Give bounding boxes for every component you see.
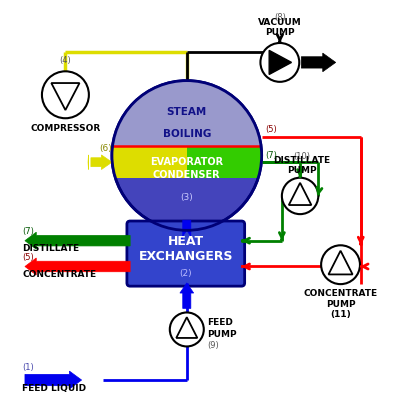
FancyBboxPatch shape [127,222,244,286]
Text: COMPRESSOR: COMPRESSOR [30,124,100,133]
Text: HEAT
EXCHANGERS: HEAT EXCHANGERS [138,234,232,262]
Text: (10): (10) [293,151,310,160]
Text: (8): (8) [273,13,285,22]
Text: STEAM: STEAM [166,106,207,116]
Circle shape [281,178,317,215]
Text: (7): (7) [265,151,277,160]
Polygon shape [91,156,112,170]
Bar [112,81,261,147]
Text: (7): (7) [22,227,34,236]
Text: CONCENTRATE: CONCENTRATE [22,269,96,278]
Text: DISTILLATE
PUMP: DISTILLATE PUMP [273,156,330,174]
Text: (3): (3) [180,193,193,202]
Text: CONDENSER: CONDENSER [153,170,220,180]
Text: VACUUM
PUMP: VACUUM PUMP [257,18,301,36]
Circle shape [169,313,203,347]
Polygon shape [25,232,130,249]
Text: (2): (2) [179,269,192,278]
Text: (6): (6) [99,144,112,153]
Text: (9): (9) [207,341,218,350]
Text: BOILING: BOILING [162,129,211,139]
Circle shape [320,246,359,284]
Text: PUMP: PUMP [207,329,236,338]
Polygon shape [25,371,81,389]
Polygon shape [180,283,193,309]
Text: (5): (5) [265,125,277,134]
Bar [187,147,263,179]
Text: FEED: FEED [207,317,232,326]
Polygon shape [180,221,193,241]
Text: (4): (4) [59,56,71,65]
Text: FEED LIQUID: FEED LIQUID [22,383,86,392]
Text: EVAPORATOR: EVAPORATOR [150,156,223,166]
Polygon shape [269,51,291,75]
Circle shape [112,81,261,231]
Circle shape [42,72,89,119]
Bar [182,225,191,231]
Circle shape [260,44,299,83]
Text: (1): (1) [22,362,34,371]
Text: DISTILLATE: DISTILLATE [22,243,79,252]
Text: CONCENTRATE
PUMP
(11): CONCENTRATE PUMP (11) [303,288,377,318]
Polygon shape [25,258,130,275]
Text: (5): (5) [22,253,34,262]
Bar [110,147,187,179]
Polygon shape [301,54,335,72]
